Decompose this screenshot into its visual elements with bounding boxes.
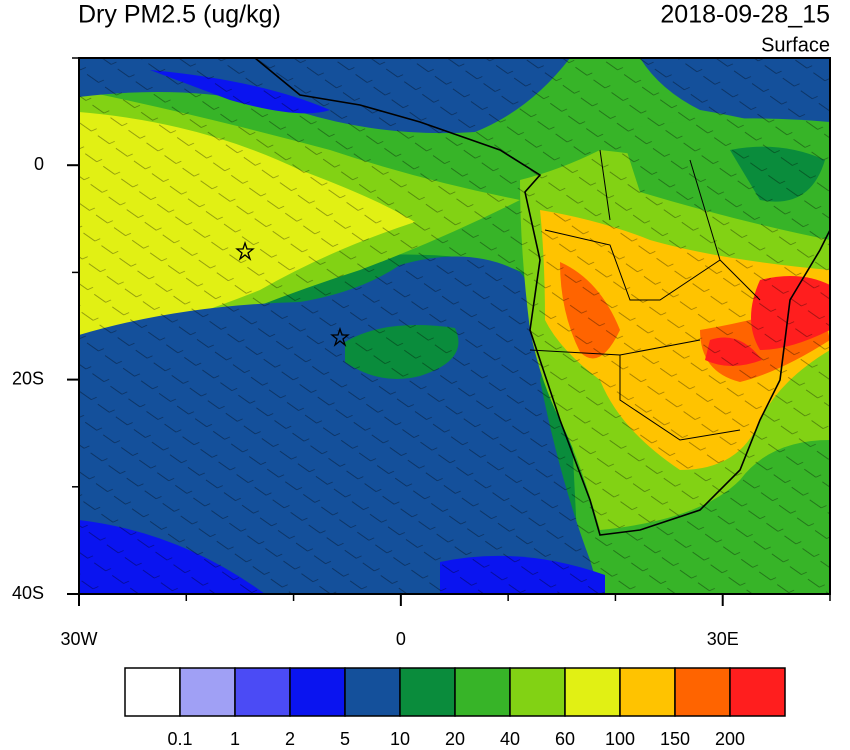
site-marker (235, 240, 255, 261)
y-tick-label: 0 (34, 154, 44, 174)
colorbar-box (509, 667, 566, 717)
borders (529, 149, 761, 441)
y-tick-label: 40S (12, 583, 44, 603)
site-marker (330, 326, 350, 347)
title: Dry PM2.5 (ug/kg) (78, 1, 281, 29)
colorbar-box (619, 667, 676, 717)
colorbar-box (344, 667, 401, 717)
colorbar-box (729, 667, 786, 717)
colorbar-label: 0.1 (167, 729, 192, 749)
colorbar-box (289, 667, 346, 717)
x-tick-label: 0 (396, 629, 406, 649)
level: Surface (761, 34, 830, 56)
map-frame (78, 57, 831, 595)
time: 2018-09-28_15 (660, 1, 830, 29)
colorbar-label: 2 (285, 729, 295, 749)
colorbar-label: 5 (340, 729, 350, 749)
colorbar-box (454, 667, 511, 717)
colorbar-label: 200 (715, 729, 745, 749)
x-tick-label: 30E (707, 629, 739, 649)
colorbar-box (124, 667, 181, 717)
colorbar-label: 100 (605, 729, 635, 749)
colorbar-box (234, 667, 291, 717)
colorbar-box (674, 667, 731, 717)
colorbar-label: 150 (660, 729, 690, 749)
colorbar-label: 10 (390, 729, 410, 749)
colorbar-label: 40 (500, 729, 520, 749)
wind-barbs (79, 58, 830, 594)
colorbar-box (564, 667, 621, 717)
colorbar-box (399, 667, 456, 717)
colorbar-label: 1 (230, 729, 240, 749)
y-tick-label: 20S (12, 368, 44, 388)
colorbar-box (179, 667, 236, 717)
colorbar-label: 20 (445, 729, 465, 749)
x-tick-label: 30W (60, 629, 97, 649)
colorbar-label: 60 (555, 729, 575, 749)
pm25-field (79, 58, 830, 594)
coastline (254, 58, 830, 536)
